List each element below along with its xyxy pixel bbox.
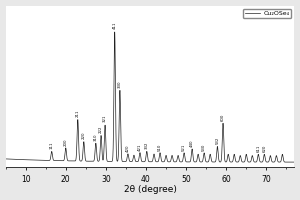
Legend: Cu₂OSe₄: Cu₂OSe₄: [243, 9, 291, 18]
Text: 600: 600: [221, 113, 225, 121]
Text: 310: 310: [94, 133, 98, 141]
Text: 611: 611: [256, 145, 260, 152]
Text: 521: 521: [182, 144, 186, 151]
Text: 510: 510: [158, 143, 162, 151]
Text: 222: 222: [99, 125, 103, 133]
Text: 420: 420: [126, 144, 130, 152]
Text: 530: 530: [202, 144, 206, 151]
Text: 620: 620: [262, 145, 266, 152]
Text: 200: 200: [64, 138, 68, 146]
Text: 321: 321: [103, 115, 107, 122]
Text: 411: 411: [113, 22, 117, 29]
Text: 330: 330: [118, 80, 122, 88]
Text: 111: 111: [50, 142, 54, 149]
X-axis label: 2θ (degree): 2θ (degree): [124, 185, 176, 194]
Text: 220: 220: [82, 132, 86, 139]
Text: 211: 211: [76, 109, 80, 117]
Text: 332: 332: [145, 142, 149, 149]
Text: 440: 440: [190, 140, 194, 147]
Text: 421: 421: [138, 143, 142, 151]
Text: 532: 532: [215, 137, 219, 144]
